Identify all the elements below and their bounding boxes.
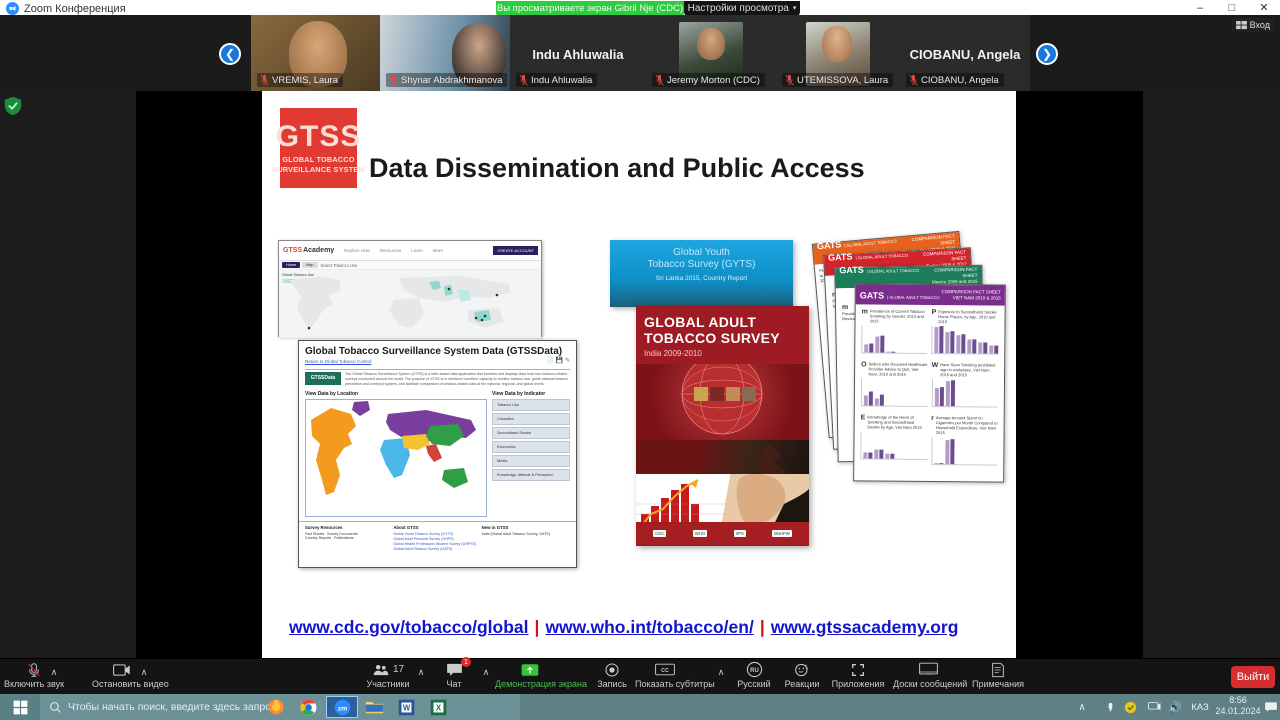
svg-text:CC: CC <box>661 668 669 674</box>
svg-text:RU: RU <box>750 668 759 674</box>
svg-text:X: X <box>435 703 441 712</box>
svg-text:zm: zm <box>337 705 346 712</box>
svg-text:W: W <box>402 703 410 712</box>
